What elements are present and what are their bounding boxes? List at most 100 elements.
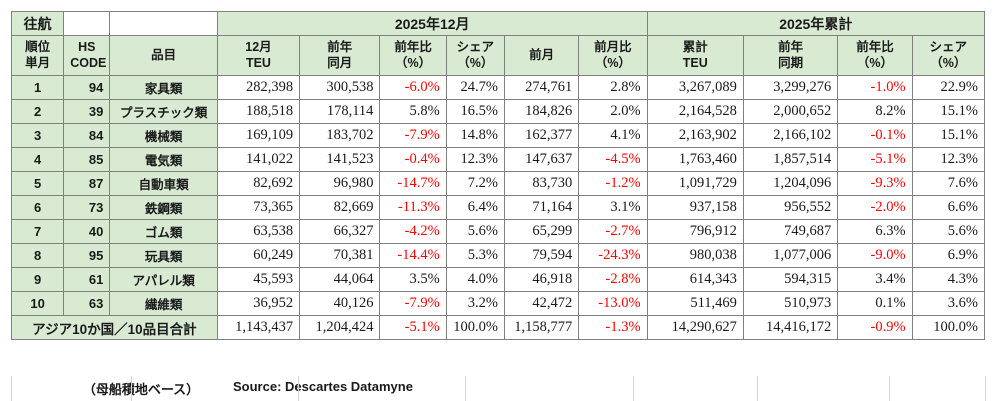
trade-statistics-table: 往航 2025年12月 2025年累計 順位 単月 HS CODE 品目 [10, 11, 986, 340]
cell-item: 家具類 [109, 75, 218, 100]
footnote-source: Source: Descartes Datamyne [233, 379, 413, 394]
cell-rank: 9 [10, 267, 65, 292]
cell-m-yoy: -14.4% [379, 243, 447, 268]
cell-m-prev-yr: 141,523 [299, 147, 381, 172]
cell-hscode: 85 [63, 147, 111, 172]
cell-c-teu: 796,912 [646, 219, 744, 244]
total-row[interactable]: アジア10か国／10品目合計 1,143,437 1,204,424 -5.1% 100… [11, 315, 986, 340]
cell-hscode: 39 [63, 99, 111, 124]
cell-m-prev-yr: 178,114 [299, 99, 381, 124]
total-cell-c-teu: 14,290,627 [646, 315, 744, 340]
blank-header-item [109, 11, 218, 36]
ghost-gridline [11, 376, 12, 401]
cell-m-prev-mo: 147,637 [503, 147, 580, 172]
col-header-cumulative-share-line1: シェア [929, 39, 968, 54]
group-header-month: 2025年12月 [216, 11, 648, 36]
table-row[interactable]: 4 85 電気類 141,022 141,523 -0.4% 12.3% 147,637 -4.… [10, 147, 986, 172]
cell-m-yoy: -7.9% [379, 123, 447, 148]
ghost-gridline [757, 376, 758, 401]
cell-c-teu: 3,267,089 [646, 75, 744, 100]
table-row[interactable]: 2 39 プラスチック類 188,518 178,114 5.8% 16.5% 184,826… [10, 99, 986, 124]
col-header-month-teu: 12月 TEU [216, 35, 301, 76]
table-row[interactable]: 1 94 家具類 282,398 300,538 -6.0% 24.7% 274,761 2.8… [10, 75, 986, 100]
cell-c-prev-yr: 3,299,276 [742, 75, 839, 100]
cell-m-prev-mo: 71,164 [503, 195, 580, 220]
total-cell-c-prev-yr: 14,416,172 [742, 315, 839, 340]
cell-c-prev-yr: 594,315 [742, 267, 839, 292]
cell-m-prev-mo: 162,377 [503, 123, 580, 148]
cell-c-prev-yr: 749,687 [742, 219, 839, 244]
cell-c-yoy: 3.4% [837, 267, 913, 292]
total-cell-c-share: 100.0% [911, 315, 986, 340]
table-row[interactable]: 10 63 繊維類 36,952 40,126 -7.9% 3.2% 42,472 -13.0%… [10, 291, 986, 316]
cell-m-prev-yr: 82,669 [299, 195, 381, 220]
cell-c-share: 7.6% [911, 171, 986, 196]
cell-c-share: 15.1% [911, 123, 986, 148]
col-header-cumulative-share-line2: （%） [930, 55, 967, 70]
cell-hscode: 40 [63, 219, 111, 244]
cell-m-mom: 3.1% [578, 195, 648, 220]
cell-c-teu: 937,158 [646, 195, 744, 220]
cell-m-teu: 282,398 [216, 75, 301, 100]
cell-m-prev-mo: 42,472 [503, 291, 580, 316]
group-header-cumulative: 2025年累計 [646, 11, 986, 36]
col-header-hscode-line2: CODE [70, 55, 107, 70]
cell-m-share: 6.4% [445, 195, 505, 220]
ghost-gridline [633, 376, 634, 401]
col-header-prev-year-cumulative: 前年 同期 [742, 35, 839, 76]
cell-m-prev-mo: 65,299 [503, 219, 580, 244]
total-cell-c-yoy: -0.9% [837, 315, 913, 340]
cell-m-share: 5.3% [445, 243, 505, 268]
cell-m-mom: -24.3% [578, 243, 648, 268]
cell-m-share: 16.5% [445, 99, 505, 124]
cell-c-prev-yr: 1,204,096 [742, 171, 839, 196]
col-header-item-line1: 品目 [151, 47, 177, 62]
col-header-month-yoy-line2: （%） [395, 55, 432, 70]
cell-c-yoy: -9.3% [837, 171, 913, 196]
cell-hscode: 87 [63, 171, 111, 196]
cell-m-prev-mo: 184,826 [503, 99, 580, 124]
table-row[interactable]: 6 73 鉄鋼類 73,365 82,669 -11.3% 6.4% 71,164 3.1% 93… [10, 195, 986, 220]
ghost-gridline [889, 376, 890, 401]
cell-m-teu: 141,022 [216, 147, 301, 172]
table-row[interactable]: 7 40 ゴム類 63,538 66,327 -4.2% 5.6% 65,299 -2.7% 79… [10, 219, 986, 244]
col-header-cumulative-teu-line2: TEU [682, 55, 708, 70]
col-header-prev-year-cumulative-line1: 前年 [778, 39, 804, 54]
col-header-rank-line1: 順位 [25, 39, 51, 54]
cell-rank: 4 [10, 147, 65, 172]
cell-c-share: 6.9% [911, 243, 986, 268]
cell-m-teu: 169,109 [216, 123, 301, 148]
col-header-hscode-line1: HS [78, 39, 96, 54]
cell-m-prev-yr: 300,538 [299, 75, 381, 100]
cell-m-mom: -13.0% [578, 291, 648, 316]
cell-c-yoy: 8.2% [837, 99, 913, 124]
cell-m-mom: -1.2% [578, 171, 648, 196]
table-row[interactable]: 5 87 自動車類 82,692 96,980 -14.7% 7.2% 83,730 -1.2%… [10, 171, 986, 196]
cell-m-share: 24.7% [445, 75, 505, 100]
cell-m-mom: 2.8% [578, 75, 648, 100]
cell-item: プラスチック類 [109, 99, 218, 124]
cell-c-teu: 1,091,729 [646, 171, 744, 196]
cell-c-yoy: -0.1% [837, 123, 913, 148]
cell-m-yoy: -0.4% [379, 147, 447, 172]
total-cell-m-mom: -1.3% [578, 315, 648, 340]
col-header-rank-line2: 単月 [25, 55, 51, 70]
cell-m-prev-mo: 274,761 [503, 75, 580, 100]
cell-m-prev-yr: 40,126 [299, 291, 381, 316]
cell-rank: 7 [10, 219, 65, 244]
cell-item: 電気類 [109, 147, 218, 172]
cell-m-prev-mo: 83,730 [503, 171, 580, 196]
cell-m-prev-yr: 70,381 [299, 243, 381, 268]
cell-c-yoy: 0.1% [837, 291, 913, 316]
total-row-label: アジア10か国／10品目合計 [11, 315, 218, 340]
table-row[interactable]: 8 95 玩具類 60,249 70,381 -14.4% 5.3% 79,594 -24.3%… [10, 243, 986, 268]
cell-c-yoy: -2.0% [837, 195, 913, 220]
cell-rank: 8 [10, 243, 65, 268]
col-header-prev-year-month: 前年 同月 [299, 35, 381, 76]
cell-c-share: 4.3% [911, 267, 986, 292]
cell-c-share: 6.6% [911, 195, 986, 220]
table-row[interactable]: 9 61 アパレル類 45,593 44,064 3.5% 4.0% 46,918 -2.8% 6… [10, 267, 986, 292]
cell-m-share: 12.3% [445, 147, 505, 172]
table-row[interactable]: 3 84 機械類 169,109 183,702 -7.9% 14.8% 162,377 4.1… [10, 123, 986, 148]
cell-m-mom: -2.7% [578, 219, 648, 244]
